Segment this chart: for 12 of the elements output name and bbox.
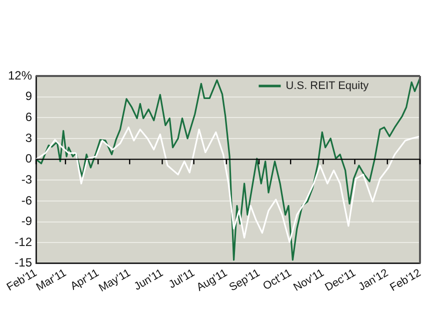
y-tick-label: 6 (25, 110, 32, 124)
y-tick-label: 9 (25, 89, 32, 104)
y-tick-label: -9 (21, 214, 32, 228)
y-tick-label: -6 (21, 193, 32, 208)
y-tick-label: -15 (14, 256, 32, 270)
y-tick-label: 3 (25, 130, 32, 145)
y-tick-label: -3 (21, 172, 32, 186)
y-tick-label: 0 (25, 152, 32, 166)
x-tick-label: Jul'11 (166, 266, 197, 292)
y-tick-label: -12 (14, 234, 32, 249)
y-tick-label: 12% (8, 68, 32, 82)
legend-label: U.S. REIT Equity (286, 80, 370, 92)
